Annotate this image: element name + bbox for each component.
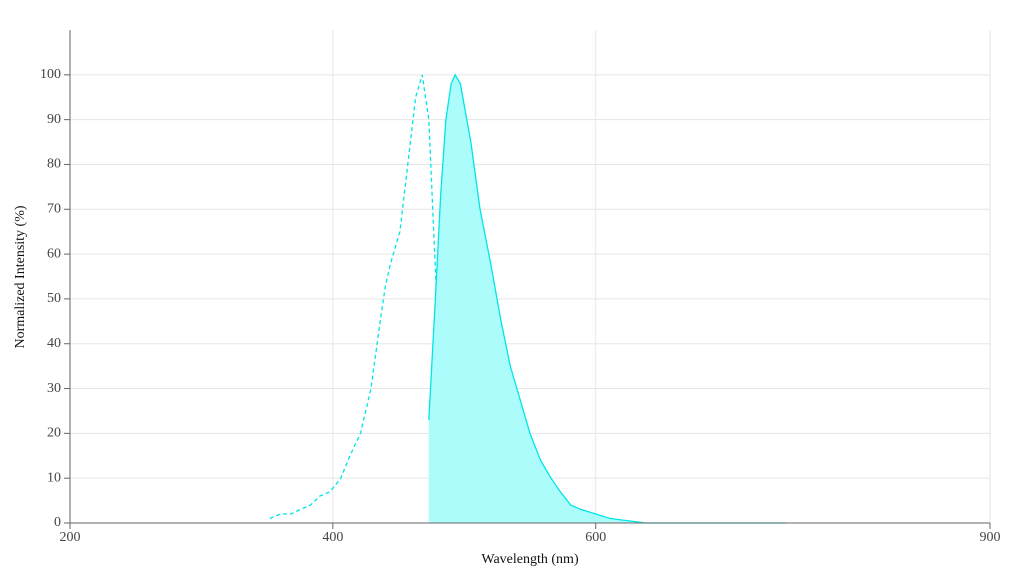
y-tick-label: 60 <box>47 246 61 261</box>
y-tick-label: 80 <box>47 157 61 172</box>
area <box>428 74 787 524</box>
y-tick-label: 30 <box>47 381 61 396</box>
y-tick-label: 10 <box>47 470 61 485</box>
y-tick-label: 40 <box>47 336 61 351</box>
y-tick-label: 90 <box>47 112 61 127</box>
y-axis-title: Normalized Intensity (%) <box>13 205 28 348</box>
x-tick-label: 400 <box>322 530 343 545</box>
x-tick-label: 600 <box>585 530 606 545</box>
y-tick-label: 20 <box>47 426 61 441</box>
y-tick-label: 100 <box>40 67 61 82</box>
x-tick-label: 200 <box>60 530 81 545</box>
x-axis-title: Wavelength (nm) <box>481 552 579 567</box>
x-tick-label: 900 <box>980 530 1001 545</box>
y-tick-label: 0 <box>54 515 61 530</box>
y-tick-label: 70 <box>47 201 61 216</box>
line <box>428 73 787 524</box>
line <box>269 74 442 520</box>
y-tick-label: 50 <box>47 291 61 306</box>
